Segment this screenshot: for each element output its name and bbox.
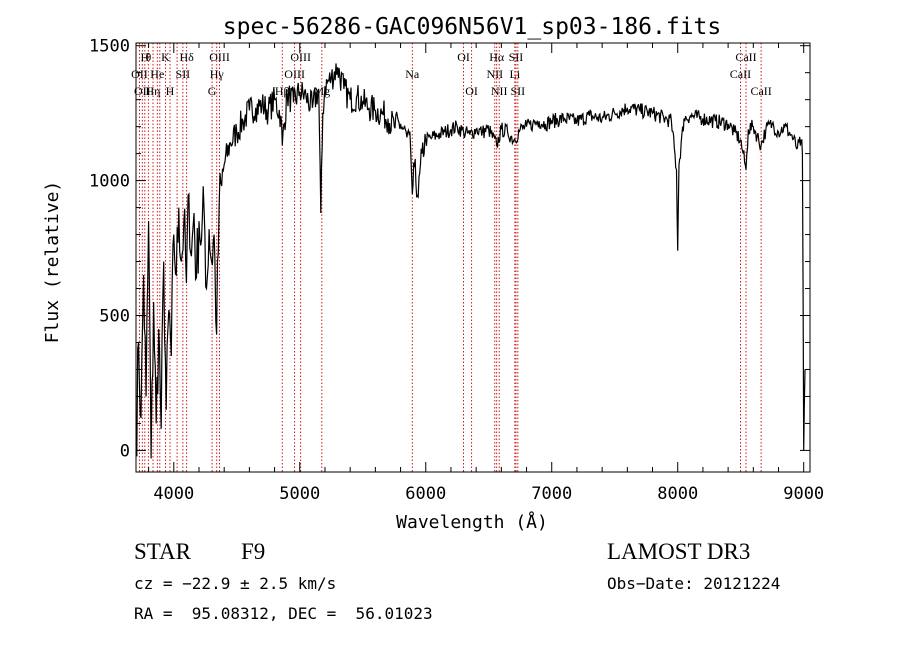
- line-marker-label: Hδ: [179, 50, 194, 64]
- line-marker-label: SII: [511, 84, 526, 98]
- y-axis-ticks: 0 500 1000 1500: [89, 37, 810, 461]
- chart-title: spec-56286-GAC096N56V1_sp03-186.fits: [223, 14, 722, 40]
- line-marker-label: OIII: [209, 50, 230, 64]
- x-tick-label: 9000: [783, 484, 824, 504]
- line-marker-label: CaII: [735, 50, 756, 64]
- line-marker-label: CaII: [750, 84, 771, 98]
- line-marker-label: K: [161, 50, 170, 64]
- x-axis-label: Wavelength (Å): [396, 511, 548, 533]
- x-tick-label: 8000: [657, 484, 698, 504]
- line-marker-label: OIII: [290, 50, 311, 64]
- redshift-cz: cz = −22.9 ± 2.5 km/s: [134, 574, 337, 593]
- line-marker-label: NII: [491, 84, 508, 98]
- line-marker-label: Hη: [146, 84, 161, 98]
- y-axis-label: Flux (relative): [42, 181, 63, 344]
- plot-frame: [135, 42, 811, 473]
- line-marker-label: SII: [176, 67, 191, 81]
- y-tick-label: 500: [99, 307, 130, 327]
- line-marker-label: G: [208, 84, 217, 98]
- line-marker-label: OIII: [284, 67, 305, 81]
- y-tick-label: 0: [120, 441, 130, 461]
- line-marker-label: He: [150, 67, 164, 81]
- line-marker-label: Hγ: [210, 67, 225, 81]
- y-tick-label: 1500: [89, 37, 130, 57]
- line-marker-label: OII: [134, 84, 151, 98]
- line-marker-label: OI: [457, 50, 470, 64]
- x-tick-label: 6000: [405, 484, 446, 504]
- line-marker-label: SII: [509, 50, 524, 64]
- x-tick-label: 7000: [531, 484, 572, 504]
- line-marker-label: OII: [131, 67, 148, 81]
- line-marker-label: Hα: [489, 50, 505, 64]
- x-axis-ticks: 4000 5000 6000 7000 8000 9000: [148, 43, 824, 504]
- line-marker-label: Na: [405, 67, 420, 81]
- object-subclass: F9: [241, 539, 266, 564]
- x-tick-label: 4000: [153, 484, 194, 504]
- ra-dec-coordinates: RA = 95.08312, DEC = 56.01023: [134, 604, 433, 623]
- x-tick-label: 5000: [279, 484, 320, 504]
- y-tick-label: 1000: [89, 172, 130, 192]
- line-marker-label: NII: [486, 67, 503, 81]
- line-markers: [138, 43, 762, 472]
- line-marker-label: H: [140, 50, 149, 64]
- line-marker-label: θ: [145, 50, 151, 64]
- line-marker-label: CaII: [730, 67, 751, 81]
- line-marker-labels: OIIOIIHθHηHeKHSIIHδGHγOIIIHβOIIIOIIIMgNa…: [131, 50, 772, 98]
- observation-date: Obs−Date: 20121224: [607, 574, 781, 593]
- survey-name: LAMOST DR3: [607, 539, 751, 564]
- line-marker-label: H: [166, 84, 175, 98]
- line-marker-label: OI: [465, 84, 478, 98]
- line-marker-label: Li: [509, 67, 520, 81]
- spectrum-series-line: [136, 63, 806, 459]
- object-class: STAR: [134, 539, 191, 564]
